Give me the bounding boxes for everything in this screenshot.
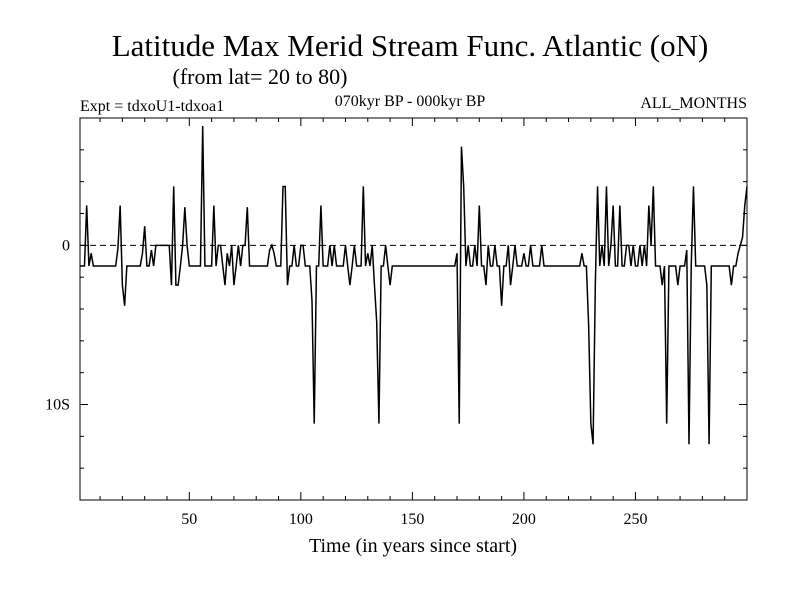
- chart-title: Latitude Max Merid Stream Func. Atlantic…: [112, 28, 709, 63]
- x-tick-label-50: 50: [181, 511, 197, 528]
- x-axis-title: Time (in years since start): [309, 535, 517, 557]
- x-tick-label-100: 100: [289, 511, 313, 528]
- period-label: 070kyr BP - 000kyr BP: [335, 93, 486, 110]
- y-tick-label-0: 0: [62, 237, 70, 254]
- y-tick-label-10S: 10S: [45, 397, 70, 414]
- chart-subtitle: (from lat= 20 to 80): [173, 64, 348, 89]
- plot-layer: 50 100 150 200 250 0 10S: [45, 117, 748, 528]
- months-label: ALL_MONTHS: [640, 95, 747, 112]
- x-tick-label-250: 250: [623, 511, 647, 528]
- x-tick-label-200: 200: [512, 511, 536, 528]
- x-tick-label-150: 150: [400, 511, 424, 528]
- expt-label: Expt = tdxoU1-tdxoa1: [80, 98, 224, 115]
- plot-frame: [79, 117, 748, 501]
- series-line-lat_max: [80, 125, 748, 445]
